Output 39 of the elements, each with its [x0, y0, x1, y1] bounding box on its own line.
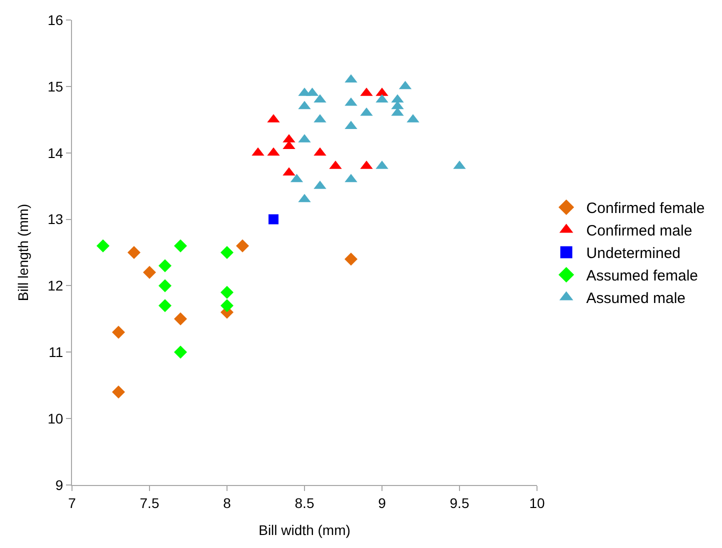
legend-label: Confirmed male: [586, 222, 692, 240]
y-axis-title: Bill length (mm): [15, 204, 32, 302]
y-tick-label: 10: [48, 410, 64, 426]
point: [158, 279, 172, 292]
point: [158, 299, 172, 312]
point: [220, 246, 234, 259]
point: [112, 326, 125, 339]
y-tick-label: 11: [48, 344, 64, 360]
point: [220, 286, 234, 299]
point: [220, 299, 234, 312]
x-tick-label: 9: [378, 494, 386, 511]
y-tick-label: 16: [48, 12, 64, 28]
point: [268, 214, 278, 224]
y-tick-label: 13: [48, 211, 64, 228]
y-tick-label: 15: [48, 78, 64, 94]
point: [174, 346, 187, 359]
x-tick-label: 7: [68, 494, 76, 511]
point: [158, 259, 172, 272]
point: [174, 312, 187, 326]
y-tick-label: 14: [48, 144, 64, 161]
x-tick-label: 9.5: [450, 494, 470, 511]
x-tick-label: 10: [529, 494, 545, 511]
x-tick-label: 7.5: [140, 494, 160, 511]
point: [96, 239, 110, 252]
point: [112, 386, 125, 398]
point: [128, 246, 140, 259]
legend-label: Undetermined: [586, 245, 681, 262]
point: [143, 266, 156, 279]
legend-label: Assumed female: [586, 268, 698, 285]
y-tick-label: 12: [48, 278, 64, 294]
x-tick-label: 8.5: [294, 494, 314, 511]
legend-label: Assumed male: [586, 290, 686, 308]
y-tick-label: 9: [55, 476, 64, 493]
point: [174, 239, 187, 252]
x-axis-title: Bill width (mm): [258, 522, 350, 538]
point: [344, 252, 358, 266]
x-tick-label: 8: [223, 494, 232, 511]
point: [236, 239, 249, 252]
legend-label: Confirmed female: [586, 200, 705, 218]
